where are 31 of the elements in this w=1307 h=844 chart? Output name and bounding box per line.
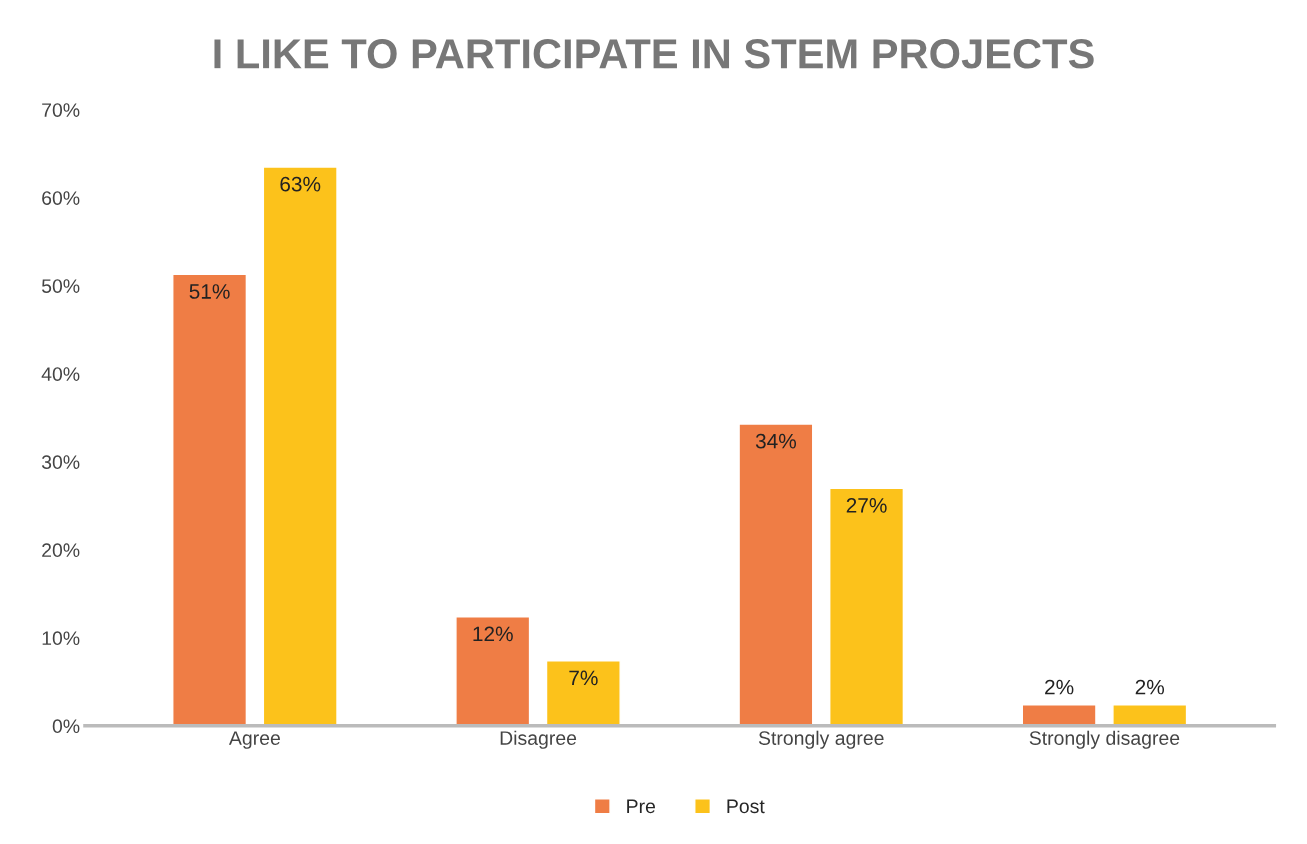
legend-label: Pre (627, 799, 656, 814)
bar (738, 423, 814, 726)
bar (829, 487, 905, 726)
y-tick-label: 10% (42, 631, 80, 646)
data-label: 27% (846, 497, 887, 513)
y-tick-label: 60% (42, 191, 80, 205)
y-tick-label: 40% (41, 367, 80, 382)
data-label: 2% (1045, 679, 1074, 695)
data-label: 51% (189, 284, 230, 299)
y-tick-label: 30% (41, 455, 80, 470)
data-label: 34% (755, 433, 797, 449)
legend-label: Post (727, 799, 765, 814)
data-label: 2% (1135, 679, 1165, 695)
x-tick-label: Disagree (500, 730, 577, 749)
bar (1112, 704, 1188, 726)
y-tick-label: 50% (41, 279, 80, 293)
bar (545, 660, 621, 726)
y-tick-label: 70% (42, 103, 80, 117)
bar (1021, 704, 1097, 726)
y-tick-label: 0% (52, 719, 80, 734)
data-label: 12% (473, 626, 513, 642)
data-label: 63% (280, 176, 321, 192)
bar (172, 273, 248, 726)
chart-title: I LIKE TO PARTICIPATE IN STEM PROJECTS (214, 39, 1094, 69)
x-tick-label: Agree (228, 731, 280, 749)
y-tick-label: 20% (42, 543, 80, 558)
data-label: 7% (569, 670, 598, 686)
x-tick-label: Strongly disagree (1029, 730, 1180, 749)
bar (262, 166, 338, 726)
bar (455, 616, 531, 726)
x-tick-label: Strongly agree (758, 730, 884, 749)
